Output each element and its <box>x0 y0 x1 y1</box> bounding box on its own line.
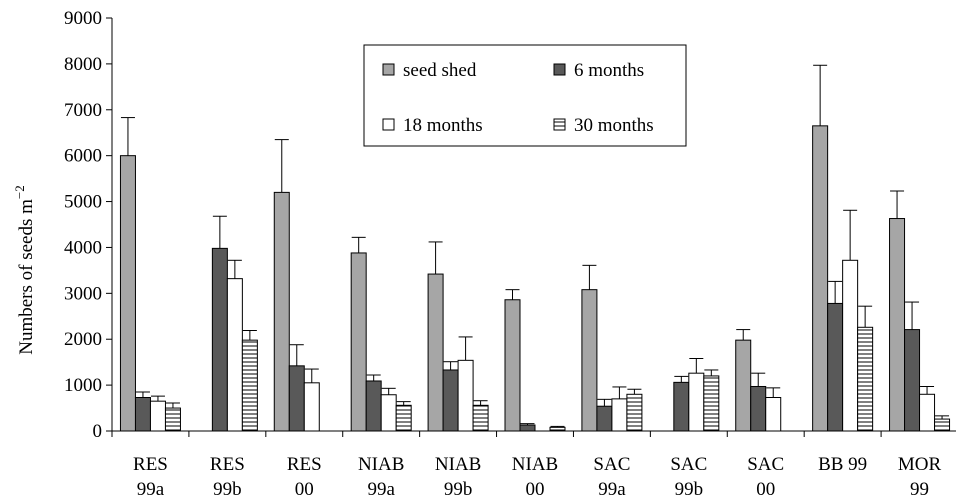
y-axis: 0 1000 2000 3000 4000 5000 6000 7000 8000 9000 <box>64 8 113 442</box>
x-tick-label: 00 <box>526 479 545 500</box>
error-bars <box>120 64 950 428</box>
bar-18-months <box>842 259 859 432</box>
legend-label-30-months: 30 months <box>574 115 654 136</box>
bar-30-months <box>241 339 258 432</box>
x-tick-label: 99a <box>367 479 395 500</box>
bar-6-months <box>596 405 613 432</box>
y-tick-label: 8000 <box>64 54 102 75</box>
y-tick-label: 4000 <box>64 237 102 258</box>
bar-seed-shed <box>812 125 829 432</box>
y-tick-label: 7000 <box>64 100 102 121</box>
bar-seed-shed <box>273 191 290 432</box>
bar-30-months <box>549 426 566 432</box>
x-tick-label: SAC <box>747 454 784 475</box>
bar-30-months <box>626 393 643 432</box>
y-axis-title: Numbers of seeds m−2 <box>12 185 37 355</box>
bar-seed-shed <box>889 218 906 432</box>
x-tick-label: BB 99 <box>818 454 867 475</box>
legend-swatch-18-months <box>382 118 395 131</box>
x-tick-label: 99a <box>137 479 165 500</box>
legend-swatch-30-months <box>553 118 566 131</box>
x-tick-label: NIAB <box>512 454 558 475</box>
x-tick-label: NIAB <box>358 454 404 475</box>
x-tick-label: 00 <box>756 479 775 500</box>
x-axis <box>111 430 956 437</box>
x-tick-label: 99 <box>910 479 929 500</box>
bar-6-months <box>211 247 228 432</box>
y-tick-label: 6000 <box>64 146 102 167</box>
bar-30-months <box>857 326 874 432</box>
bars <box>119 125 951 432</box>
bar-6-months <box>365 380 382 432</box>
x-tick-label: RES <box>133 454 168 475</box>
bar-6-months <box>904 329 921 432</box>
x-tick-label: 99b <box>213 479 242 500</box>
bar-18-months <box>688 372 705 432</box>
bar-6-months <box>519 424 536 432</box>
legend-swatch-6-months <box>553 63 566 76</box>
bar-18-months <box>149 400 166 432</box>
category-labels: RES 99a RES 99b RES 00 NIAB 99a NIAB 99b NIAB 00 SAC… <box>133 454 941 500</box>
bar-30-months <box>472 404 489 432</box>
legend: seed shed 6 months 18 months 30 months <box>363 44 687 147</box>
bar-6-months <box>750 385 767 432</box>
bar-6-months <box>827 302 844 432</box>
bar-6-months <box>288 365 305 432</box>
y-tick-label: 5000 <box>64 192 102 213</box>
bar-18-months <box>457 359 474 432</box>
x-tick-label: RES <box>210 454 245 475</box>
bar-6-months <box>442 369 459 432</box>
bar-seed-shed <box>735 339 752 432</box>
legend-box <box>363 44 687 147</box>
bar-30-months <box>395 404 412 432</box>
bar-seed-shed <box>581 289 598 432</box>
bar-30-months <box>703 375 720 432</box>
bar-18-months <box>611 398 628 432</box>
y-tick-label: 3000 <box>64 283 102 304</box>
bar-seed-shed <box>427 273 444 432</box>
x-tick-label: RES <box>287 454 322 475</box>
bar-6-months <box>673 381 690 432</box>
bar-18-months <box>919 393 936 432</box>
legend-label-seed-shed: seed shed <box>403 60 477 81</box>
bar-30-months <box>934 418 951 432</box>
bar-seed-shed <box>350 252 367 432</box>
bar-6-months <box>134 397 151 432</box>
legend-label-6-months: 6 months <box>574 60 644 81</box>
y-tick-label: 1000 <box>64 375 102 396</box>
y-tick-label: 9000 <box>64 8 102 29</box>
legend-label-18-months: 18 months <box>403 115 483 136</box>
x-tick-label: 99b <box>444 479 473 500</box>
x-tick-label: MOR <box>898 454 942 475</box>
bar-18-months <box>765 397 782 432</box>
bar-seed-shed <box>119 155 136 432</box>
x-tick-label: NIAB <box>435 454 481 475</box>
x-tick-label: 99b <box>675 479 704 500</box>
y-tick-label: 2000 <box>64 329 102 350</box>
bar-18-months <box>380 394 397 432</box>
y-tick-label: 0 <box>93 421 103 442</box>
bar-18-months <box>226 278 243 432</box>
x-tick-label: 99a <box>598 479 626 500</box>
x-tick-label: 00 <box>295 479 314 500</box>
bar-30-months <box>164 407 181 432</box>
legend-swatch-seed-shed <box>382 63 395 76</box>
x-tick-label: SAC <box>670 454 707 475</box>
x-tick-label: SAC <box>593 454 630 475</box>
bar-18-months <box>303 382 320 432</box>
bar-seed-shed <box>504 299 521 432</box>
